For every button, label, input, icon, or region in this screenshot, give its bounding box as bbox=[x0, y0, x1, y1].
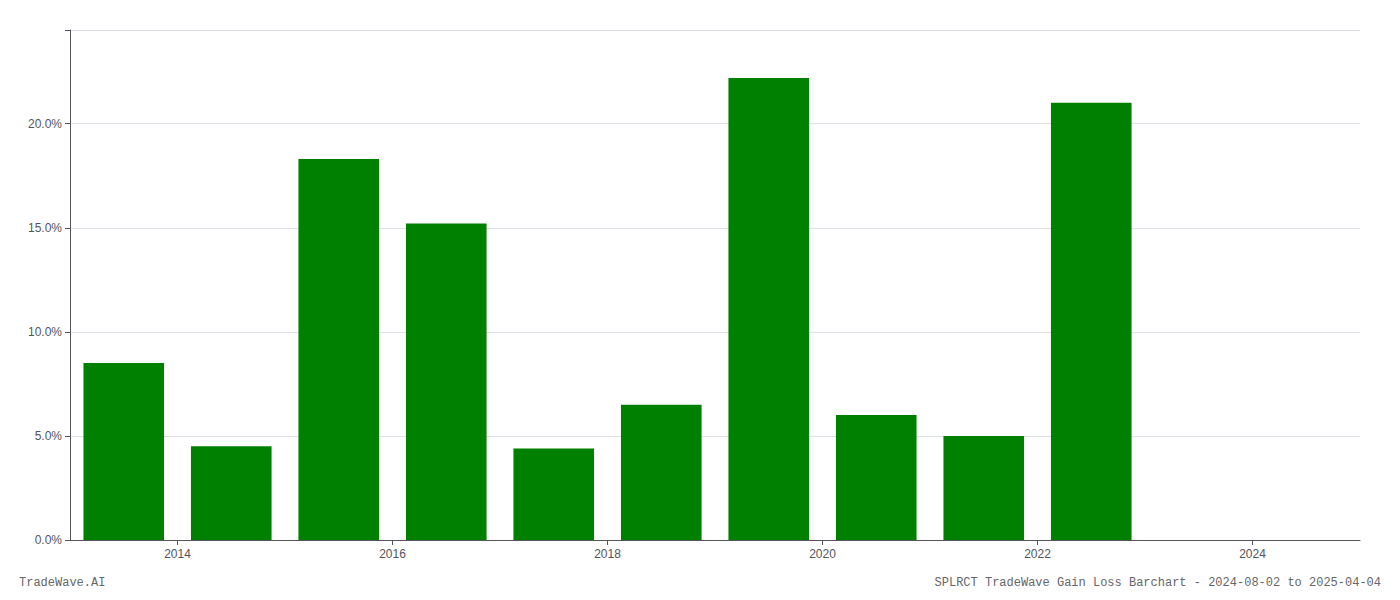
svg-text:TradeWave.AI: TradeWave.AI bbox=[19, 576, 105, 590]
svg-text:2024: 2024 bbox=[1239, 547, 1266, 561]
svg-text:2018: 2018 bbox=[594, 547, 621, 561]
svg-text:0.0%: 0.0% bbox=[35, 533, 63, 547]
svg-text:20.0%: 20.0% bbox=[28, 117, 62, 131]
svg-text:2022: 2022 bbox=[1024, 547, 1051, 561]
svg-text:2020: 2020 bbox=[809, 547, 836, 561]
svg-text:2014: 2014 bbox=[164, 547, 191, 561]
svg-text:SPLRCT TradeWave Gain Loss Bar: SPLRCT TradeWave Gain Loss Barchart - 20… bbox=[935, 576, 1381, 590]
svg-text:5.0%: 5.0% bbox=[35, 429, 63, 443]
svg-text:10.0%: 10.0% bbox=[28, 325, 62, 339]
svg-text:15.0%: 15.0% bbox=[28, 221, 62, 235]
svg-text:2016: 2016 bbox=[379, 547, 406, 561]
